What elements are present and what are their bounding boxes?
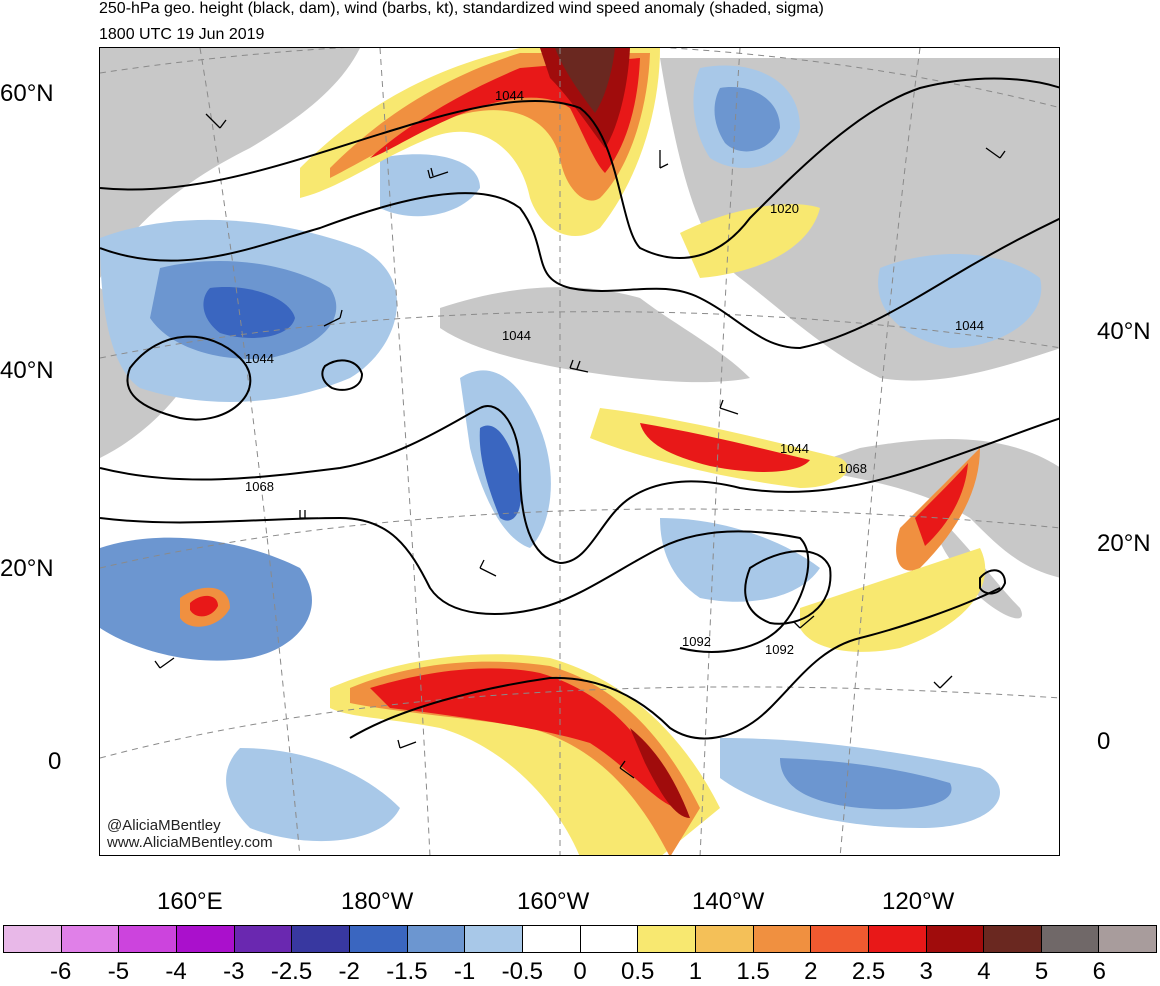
colorbar-label: 3: [919, 958, 933, 985]
colorbar-label: 0.5: [621, 958, 655, 985]
lat-label-0-right: 0: [1097, 728, 1111, 755]
colorbar-label: 0: [573, 958, 587, 985]
lon-label-160e: 160°E: [157, 888, 223, 915]
colorbar-swatch: [465, 926, 523, 952]
colorbar-swatch: [119, 926, 177, 952]
jet-west-pacific-red: [190, 595, 218, 617]
colorbar-label: 2.5: [851, 958, 886, 985]
lon-label-180w: 180°W: [341, 888, 414, 915]
land-na-west: [800, 439, 1059, 578]
colorbar-swatch: [753, 926, 812, 952]
contour-label: 1044: [955, 318, 984, 333]
contour-label: 1092: [682, 634, 711, 649]
jet-pacific-south-dark: [630, 728, 690, 818]
colorbar-swatch: [349, 926, 408, 952]
jet-southwest: [800, 548, 986, 652]
contour-label: 1020: [770, 201, 799, 216]
colorbar-swatch: [4, 926, 62, 952]
colorbar-label: -6: [50, 958, 72, 985]
colorbar: [3, 925, 1157, 953]
height-contours: [100, 77, 1059, 740]
anomaly-neg-6: [714, 87, 780, 152]
anomaly-neg-4: [380, 154, 480, 217]
colorbar-swatch: [926, 926, 985, 952]
contour-label: 1068: [245, 479, 274, 494]
colorbar-swatch: [811, 926, 869, 952]
colorbar-swatch: [292, 926, 350, 952]
jet-canada-yellow: [680, 204, 820, 278]
colorbar-swatch: [638, 926, 696, 952]
colorbar-swatch: [407, 926, 466, 952]
contour-label: 1068: [838, 461, 867, 476]
contour-label: 1044: [502, 328, 531, 343]
map-title: 250-hPa geo. height (black, dam), wind (…: [99, 0, 824, 17]
colorbar-swatch: [695, 926, 754, 952]
colorbar-swatch: [580, 926, 639, 952]
lon-label-160w: 160°W: [517, 888, 590, 915]
contour-label: 1044: [245, 351, 274, 366]
colorbar-label: -3: [223, 958, 245, 985]
colorbar-label: 6: [1092, 958, 1106, 985]
colorbar-label: -0.5: [501, 958, 543, 985]
anomaly-neg-12: [780, 758, 952, 810]
lat-label-0: 0: [48, 748, 62, 775]
colorbar-swatch: [1041, 926, 1100, 952]
lon-label-120w: 120°W: [882, 888, 955, 915]
lat-label-40n-right: 40°N: [1097, 318, 1151, 345]
watermark-site: www.AliciaMBentley.com: [107, 834, 273, 851]
colorbar-swatch: [61, 926, 120, 952]
colorbar-label: 1.5: [736, 958, 770, 985]
colorbar-label: -2: [338, 958, 360, 985]
contour-label: 1044: [495, 88, 524, 103]
valid-time: 1800 UTC 19 Jun 2019: [99, 26, 265, 43]
jet-gulf-alaska-red: [640, 423, 810, 472]
map-canvas: 1044 1020 1044 1044 1044 1068 1044 1068 …: [100, 48, 1059, 855]
land-alaska: [440, 287, 750, 383]
lon-label-140w: 140°W: [692, 888, 765, 915]
colorbar-label: -2.5: [270, 958, 313, 985]
jet-core-north-max: [555, 48, 615, 113]
colorbar-label: 1: [688, 958, 703, 985]
wind-barbs: [154, 113, 1006, 779]
anomaly-neg-14: [226, 748, 400, 842]
contour-label: 1044: [780, 441, 809, 456]
lat-label-60n: 60°N: [0, 80, 54, 107]
map-panel: 1044 1020 1044 1044 1044 1068 1044 1068 …: [99, 47, 1060, 856]
land-asia: [100, 48, 360, 278]
colorbar-label: 4: [977, 958, 991, 985]
colorbar-swatch: [1099, 926, 1157, 952]
colorbar-swatch: [868, 926, 927, 952]
watermark-handle: @AliciaMBentley: [107, 817, 221, 834]
anomaly-neg-13: [878, 254, 1042, 348]
lat-label-20n: 20°N: [0, 555, 54, 582]
colorbar-swatch: [522, 926, 581, 952]
colorbar-label: -5: [107, 958, 130, 985]
anomaly-neg-3: [203, 287, 295, 338]
lat-label-40n: 40°N: [0, 357, 54, 384]
colorbar-label: -1.5: [386, 958, 428, 985]
jet-mexico-red: [915, 463, 968, 546]
colorbar-label: -4: [165, 958, 187, 985]
anomaly-negative-layer: [100, 65, 1042, 842]
colorbar-swatch: [234, 926, 293, 952]
colorbar-label: 2: [804, 958, 818, 985]
colorbar-swatch: [984, 926, 1042, 952]
anomaly-neg-9: [660, 518, 820, 602]
colorbar-label: 5: [1034, 958, 1049, 985]
colorbar-label: -1: [453, 958, 476, 985]
colorbar-swatch: [176, 926, 235, 952]
lat-label-20n-right: 20°N: [1097, 530, 1151, 557]
jet-pacific-south-red: [370, 668, 680, 808]
contour-labels: 1044 1020 1044 1044 1044 1068 1044 1068 …: [245, 88, 984, 657]
anomaly-neg-8: [479, 425, 522, 521]
contour-label: 1092: [765, 642, 794, 657]
graticule: [100, 48, 1059, 855]
